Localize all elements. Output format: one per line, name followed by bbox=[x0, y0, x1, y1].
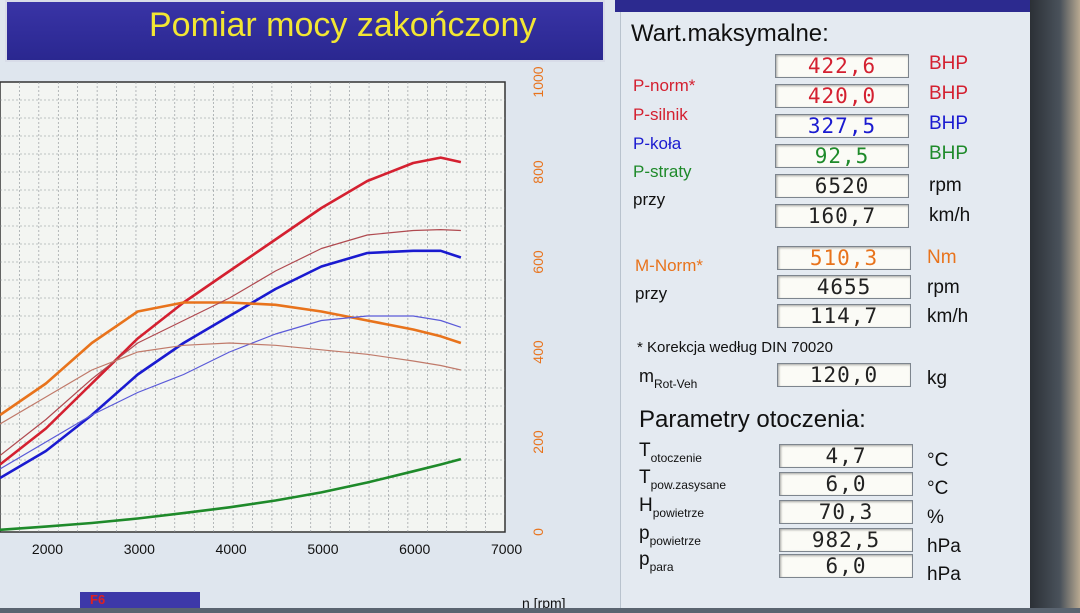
p-para-sub: para bbox=[649, 560, 674, 574]
x-axis-label: n [rpm] bbox=[522, 595, 566, 608]
page-title: Pomiar mocy zakończony bbox=[149, 6, 537, 44]
mrot-label: mRot-Veh bbox=[639, 366, 697, 391]
p-silnik-unit: BHP bbox=[929, 83, 969, 104]
series-line-6 bbox=[0, 342, 462, 425]
mrot-sub: Rot-Veh bbox=[654, 377, 698, 391]
mrot-value: 120,0 bbox=[777, 363, 911, 387]
y-tick-label: 800 bbox=[530, 160, 546, 184]
p-powietrze-value: 982,5 bbox=[779, 528, 913, 552]
t-otoczenie-value: 4,7 bbox=[779, 444, 913, 468]
dyno-screen: Pomiar mocy zakończony 2000 3000 4000 5000 6… bbox=[0, 0, 1040, 611]
x-tick-label: 4000 bbox=[216, 541, 247, 557]
t-otoczenie-label: Totoczenie bbox=[639, 440, 702, 465]
p-silnik-value: 420,0 bbox=[775, 84, 909, 108]
p-powietrze-sub: powietrze bbox=[649, 534, 701, 548]
ambient-heading: Parametry otoczenia: bbox=[639, 406, 866, 433]
t-otoczenie-sub: otoczenie bbox=[650, 451, 702, 465]
series-line-5 bbox=[0, 315, 462, 470]
max-power-speed-unit: km/h bbox=[929, 205, 971, 226]
title-bar: Pomiar mocy zakończony bbox=[5, 0, 605, 62]
x-tick-label: 5000 bbox=[307, 541, 338, 557]
p-powietrze-main: p bbox=[639, 523, 650, 544]
monitor-bezel bbox=[1030, 0, 1080, 608]
series-line-1 bbox=[0, 156, 462, 466]
max-torque-speed-unit: km/h bbox=[927, 306, 969, 327]
max-torque-speed-value: 114,7 bbox=[777, 304, 911, 328]
t-zasysane-unit: °C bbox=[927, 478, 949, 499]
h-powietrze-sub: powietrze bbox=[652, 506, 705, 520]
p-norm-unit: BHP bbox=[929, 53, 969, 74]
max-power-rpm-unit: rpm bbox=[929, 175, 962, 196]
p-straty-unit: BHP bbox=[929, 143, 969, 164]
values-panel: Wart.maksymalne: P-norm* 422,6 BHP P-sil… bbox=[620, 12, 1031, 608]
chart-grid bbox=[0, 81, 506, 533]
m-norm-label: M-Norm* bbox=[635, 256, 703, 275]
p-kola-label: P-koła bbox=[633, 134, 682, 153]
x-tick-label: 7000 bbox=[491, 541, 522, 557]
y-tick-label: 200 bbox=[530, 430, 546, 454]
f6-label: F6 bbox=[90, 592, 106, 607]
h-powietrze-main: H bbox=[639, 495, 653, 516]
x-tick-labels: 2000 3000 4000 5000 6000 7000 bbox=[32, 541, 522, 557]
p-para-label: ppara bbox=[639, 549, 674, 574]
power-torque-chart: 2000 3000 4000 5000 6000 7000 0 200 400 600 800 10… bbox=[0, 66, 566, 611]
max-power-rpm-value: 6520 bbox=[775, 174, 909, 198]
y-tick-label: 600 bbox=[530, 250, 546, 274]
chart-panel: 2000 3000 4000 5000 6000 7000 0 200 400 600 800 10… bbox=[0, 62, 612, 611]
max-torque-rpm-unit: rpm bbox=[927, 277, 960, 298]
p-straty-label: P-straty bbox=[633, 162, 692, 181]
p-norm-label: P-norm* bbox=[633, 76, 696, 95]
t-zasysane-value: 6,0 bbox=[779, 472, 913, 496]
m-norm-value: 510,3 bbox=[777, 246, 911, 270]
p-para-value: 6,0 bbox=[779, 554, 913, 578]
h-powietrze-value: 70,3 bbox=[779, 500, 913, 524]
mrot-unit: kg bbox=[927, 368, 948, 389]
top-bar-right bbox=[615, 0, 1040, 12]
p-para-unit: hPa bbox=[927, 564, 961, 585]
max-torque-rpm-value: 4655 bbox=[777, 275, 911, 299]
series-line-4 bbox=[0, 229, 461, 456]
t-zasysane-sub: pow.zasysane bbox=[650, 478, 726, 492]
max-torque-przy-label: przy bbox=[635, 284, 668, 303]
x-tick-label: 2000 bbox=[32, 541, 63, 557]
h-powietrze-label: Hpowietrze bbox=[639, 495, 705, 520]
p-powietrze-label: ppowietrze bbox=[639, 523, 701, 548]
series-line-3 bbox=[0, 301, 462, 417]
p-norm-value: 422,6 bbox=[775, 54, 909, 78]
p-kola-unit: BHP bbox=[929, 113, 969, 134]
p-para-main: p bbox=[639, 549, 650, 570]
mrot-main: m bbox=[639, 366, 654, 386]
series-line-7 bbox=[0, 457, 462, 532]
y-tick-label: 1000 bbox=[530, 66, 546, 97]
p-silnik-label: P-silnik bbox=[633, 105, 688, 124]
t-zasysane-main: T bbox=[639, 467, 651, 488]
p-straty-value: 92,5 bbox=[775, 144, 909, 168]
t-otoczenie-main: T bbox=[639, 440, 651, 461]
y-tick-labels: 0 200 400 600 800 1000 bbox=[530, 66, 546, 536]
y-tick-label: 400 bbox=[530, 340, 546, 364]
correction-note: * Korekcja według DIN 70020 bbox=[637, 339, 833, 356]
p-powietrze-unit: hPa bbox=[927, 536, 961, 557]
y-tick-label: 0 bbox=[530, 528, 546, 536]
max-values-heading: Wart.maksymalne: bbox=[631, 20, 829, 47]
m-norm-unit: Nm bbox=[927, 247, 957, 268]
x-tick-label: 6000 bbox=[399, 541, 430, 557]
max-power-przy-label: przy bbox=[633, 190, 666, 209]
h-powietrze-unit: % bbox=[927, 507, 944, 528]
t-zasysane-label: Tpow.zasysane bbox=[639, 467, 726, 492]
p-kola-value: 327,5 bbox=[775, 114, 909, 138]
max-power-speed-value: 160,7 bbox=[775, 204, 909, 228]
x-tick-label: 3000 bbox=[124, 541, 155, 557]
t-otoczenie-unit: °C bbox=[927, 450, 949, 471]
f6-function-key[interactable]: F6 bbox=[80, 592, 200, 608]
chart-series-group bbox=[0, 156, 462, 532]
